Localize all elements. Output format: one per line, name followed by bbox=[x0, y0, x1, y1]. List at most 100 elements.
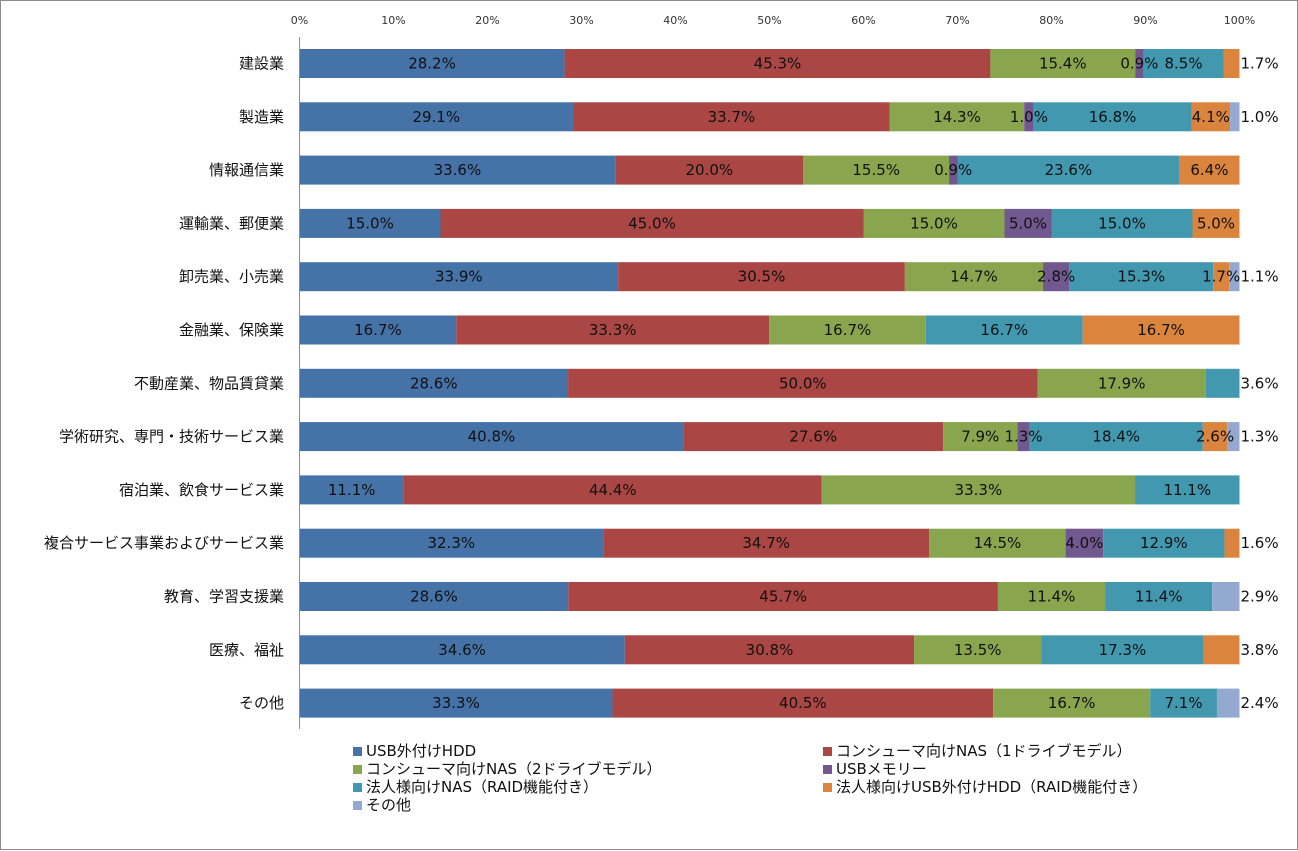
data-label: 16.7% bbox=[354, 321, 402, 339]
bar-segment bbox=[624, 635, 915, 665]
legend-swatch bbox=[823, 764, 832, 774]
category-label: その他 bbox=[239, 694, 284, 712]
legend-item: コンシューマ向けNAS（2ドライブモデル） bbox=[353, 760, 823, 778]
bar-segment bbox=[889, 102, 1025, 132]
data-label: 15.0% bbox=[910, 214, 958, 232]
data-label: 13.5% bbox=[954, 641, 1002, 659]
x-tick-label: 90% bbox=[1133, 14, 1157, 27]
data-label: 17.3% bbox=[1099, 641, 1147, 659]
data-label: 1.7% bbox=[1202, 268, 1240, 286]
legend-swatch bbox=[353, 764, 362, 774]
data-label: 28.2% bbox=[408, 55, 456, 73]
bar-segment bbox=[1179, 155, 1240, 185]
data-label: 30.5% bbox=[738, 268, 786, 286]
category-label: 複合サービス事業およびサービス業 bbox=[44, 534, 284, 552]
legend-item: その他 bbox=[353, 796, 823, 814]
bar-segment bbox=[1004, 208, 1052, 238]
data-label: 8.5% bbox=[1165, 55, 1203, 73]
data-label: 17.9% bbox=[1098, 374, 1146, 392]
bar-segment bbox=[1212, 582, 1240, 611]
bar-segment bbox=[573, 102, 890, 132]
data-label: 1.1% bbox=[1241, 268, 1279, 286]
bar-segment bbox=[943, 422, 1018, 452]
bar-segment bbox=[1227, 422, 1240, 452]
bar-segment bbox=[299, 475, 404, 505]
data-label: 16.7% bbox=[1048, 694, 1096, 712]
data-label: 18.4% bbox=[1092, 428, 1140, 446]
bar-segment bbox=[1191, 102, 1231, 132]
bar-segment bbox=[299, 315, 457, 345]
legend-label: コンシューマ向けNAS（2ドライブモデル） bbox=[366, 760, 662, 778]
data-label: 28.6% bbox=[410, 374, 458, 392]
bar-segment bbox=[403, 475, 822, 505]
data-label: 16.7% bbox=[980, 321, 1028, 339]
data-label: 2.4% bbox=[1241, 694, 1279, 712]
category-label: 不動産業、物品賃貸業 bbox=[134, 374, 284, 392]
data-label: 6.4% bbox=[1190, 161, 1228, 179]
x-tick-label: 70% bbox=[945, 14, 969, 27]
legend-item: USBメモリー bbox=[823, 760, 1253, 778]
bar-segment bbox=[603, 528, 930, 558]
data-label: 1.6% bbox=[1241, 534, 1279, 552]
data-label: 33.7% bbox=[708, 108, 756, 126]
category-label: 学術研究、専門・技術サービス業 bbox=[59, 428, 284, 446]
data-label: 16.7% bbox=[824, 321, 872, 339]
legend-label: 法人様向けNAS（RAID機能付き） bbox=[366, 778, 599, 796]
bar-segment bbox=[997, 582, 1106, 611]
category-label: 教育、学習支援業 bbox=[164, 588, 284, 606]
bar-segment bbox=[929, 528, 1066, 558]
data-label: 33.9% bbox=[435, 268, 483, 286]
x-tick-label: 40% bbox=[663, 14, 687, 27]
legend: USB外付けHDD コンシューマ向けNAS（1ドライブモデル） コンシューマ向けNA… bbox=[353, 742, 1253, 814]
bar-segment bbox=[568, 582, 998, 611]
legend-swatch bbox=[823, 746, 832, 756]
data-label: 30.8% bbox=[746, 641, 794, 659]
legend-swatch bbox=[353, 800, 362, 810]
bar-segment bbox=[683, 422, 944, 452]
bar-segment bbox=[1223, 49, 1240, 78]
bar-segment bbox=[1051, 208, 1193, 238]
x-axis-ticks: 0% 10% 20% 30% 40% 50% 60% 70% 80% 90% 100% bbox=[291, 14, 1255, 27]
bar-segment bbox=[1143, 49, 1224, 78]
data-label: 2.6% bbox=[1196, 428, 1234, 446]
category-label: 金融業、保険業 bbox=[179, 321, 284, 339]
data-label: 33.3% bbox=[955, 481, 1003, 499]
bar-segment bbox=[1203, 635, 1240, 665]
bar-segment bbox=[993, 688, 1151, 718]
bar-segment bbox=[1192, 208, 1240, 238]
bar-segment bbox=[1229, 262, 1240, 292]
bar-segment bbox=[299, 422, 684, 452]
data-label: 14.7% bbox=[950, 268, 998, 286]
category-label: 宿泊業、飲食サービス業 bbox=[119, 481, 284, 499]
bar-segment bbox=[1069, 262, 1214, 292]
category-labels: 建設業製造業情報通信業運輸業、郵便業卸売業、小売業金融業、保険業不動産業、物品賃… bbox=[44, 55, 284, 713]
bar-segment bbox=[1213, 262, 1230, 292]
data-label: 15.4% bbox=[1039, 55, 1087, 73]
data-label: 20.0% bbox=[686, 161, 734, 179]
bar-segment bbox=[299, 49, 565, 78]
x-tick-label: 10% bbox=[381, 14, 405, 27]
bar-segment bbox=[863, 208, 1005, 238]
x-tick-label: 80% bbox=[1039, 14, 1063, 27]
bar-segment bbox=[1082, 315, 1240, 345]
data-label: 40.8% bbox=[468, 428, 516, 446]
bar-segment bbox=[1033, 102, 1192, 132]
data-label: 45.7% bbox=[759, 588, 807, 606]
bar-segment bbox=[612, 688, 994, 718]
data-label: 7.1% bbox=[1165, 694, 1203, 712]
data-label: 23.6% bbox=[1045, 161, 1093, 179]
bar-segment bbox=[618, 262, 905, 292]
data-label: 27.6% bbox=[789, 428, 837, 446]
bar-segment bbox=[568, 368, 1038, 398]
bar-segment bbox=[1202, 422, 1228, 452]
data-label: 45.0% bbox=[628, 214, 676, 232]
data-label: 11.4% bbox=[1028, 588, 1076, 606]
category-label: 卸売業、小売業 bbox=[179, 268, 284, 286]
bar-segment bbox=[1029, 422, 1203, 452]
x-tick-label: 60% bbox=[851, 14, 875, 27]
data-label: 12.9% bbox=[1140, 534, 1188, 552]
bar-segment bbox=[1024, 102, 1034, 132]
legend-label: USB外付けHDD bbox=[366, 742, 477, 760]
bar-segment bbox=[299, 582, 569, 611]
bar-segment bbox=[1043, 262, 1070, 292]
